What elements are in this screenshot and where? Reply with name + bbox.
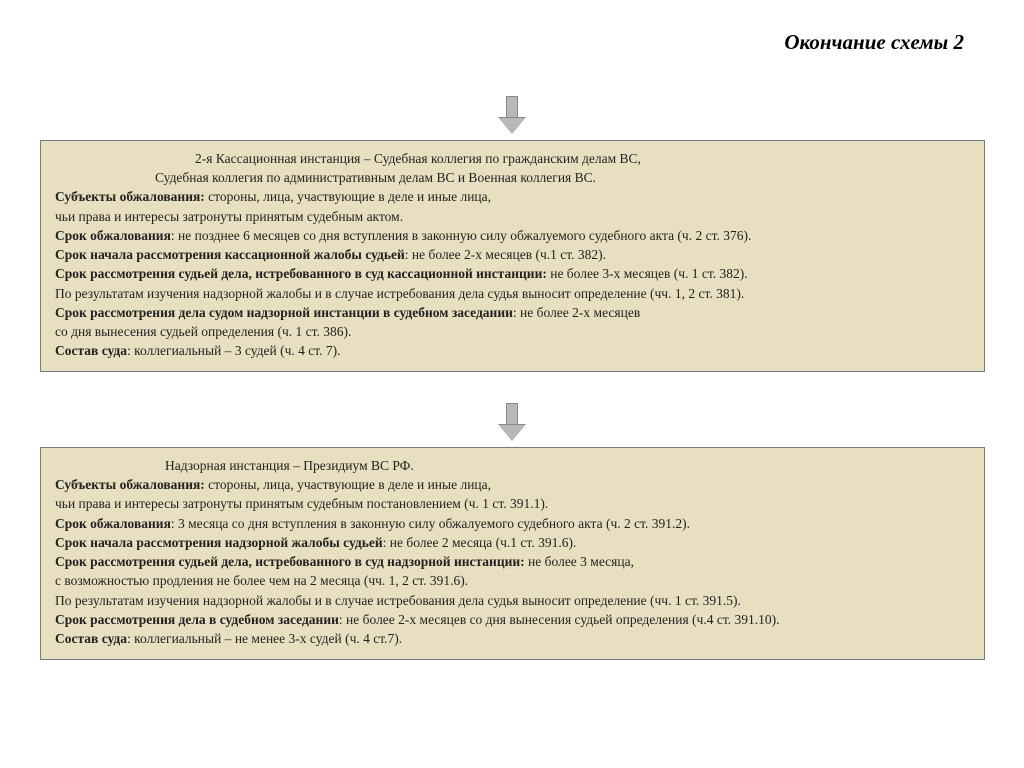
box1-line8: со дня вынесения судьей определения (ч. … (55, 323, 970, 341)
box1-l9-rest: : коллегиальный – 3 судей (ч. 4 ст. 7). (127, 343, 341, 358)
box1-header-line1: 2-я Кассационная инстанция – Судебная ко… (55, 150, 970, 168)
box1-line1: Субъекты обжалования: стороны, лица, уча… (55, 188, 970, 206)
flow-arrow-1 (499, 96, 525, 134)
arrow-shaft (506, 96, 518, 118)
box2-line1: Субъекты обжалования: стороны, лица, уча… (55, 476, 970, 494)
box2-l4-bold: Срок начала рассмотрения надзорной жалоб… (55, 535, 383, 550)
box1-header1-prefix: 2-я Кассационная инстанция (195, 151, 360, 166)
box2-l8-rest: : не более 2-х месяцев со дня вынесения … (339, 612, 780, 627)
box1-l1-bold: Субъекты обжалования: (55, 189, 205, 204)
box2-header: Надзорная инстанция – Президиум ВС РФ. (55, 457, 970, 475)
box1-l4-rest: : не более 2-х месяцев (ч.1 ст. 382). (405, 247, 606, 262)
box2-line5: Срок рассмотрения судьей дела, истребова… (55, 553, 970, 571)
box1-l4-bold: Срок начала рассмотрения кассационной жа… (55, 247, 405, 262)
cassation-instance-box: 2-я Кассационная инстанция – Судебная ко… (40, 140, 985, 372)
box2-l3-bold: Срок обжалования (55, 516, 171, 531)
box1-line7: Срок рассмотрения дела судом надзорной и… (55, 304, 970, 322)
box2-header-prefix: Надзорная инстанция (165, 458, 290, 473)
box1-l3-bold: Срок обжалования (55, 228, 171, 243)
box1-line5: Срок рассмотрения судьей дела, истребова… (55, 265, 970, 283)
box2-l4-rest: : не более 2 месяца (ч.1 ст. 391.6). (383, 535, 577, 550)
box2-line7: По результатам изучения надзорной жалобы… (55, 592, 970, 610)
box1-line6: По результатам изучения надзорной жалобы… (55, 285, 970, 303)
box1-l5-rest: не более 3-х месяцев (ч. 1 ст. 382). (547, 266, 748, 281)
box2-line6: с возможностью продления не более чем на… (55, 572, 970, 590)
arrow-head (499, 425, 525, 441)
box2-l5-bold: Срок рассмотрения судьей дела, истребова… (55, 554, 525, 569)
box1-l7-bold: Срок рассмотрения дела судом надзорной и… (55, 305, 513, 320)
flow-arrow-2 (499, 403, 525, 441)
box2-l9-bold: Состав суда (55, 631, 127, 646)
box2-l8-bold: Срок рассмотрения дела в судебном заседа… (55, 612, 339, 627)
box2-line9: Состав суда: коллегиальный – не менее 3-… (55, 630, 970, 648)
box2-line3: Срок обжалования: 3 месяца со дня вступл… (55, 515, 970, 533)
arrow-head (499, 118, 525, 134)
box1-line4: Срок начала рассмотрения кассационной жа… (55, 246, 970, 264)
box1-line9: Состав суда: коллегиальный – 3 судей (ч.… (55, 342, 970, 360)
box1-l9-bold: Состав суда (55, 343, 127, 358)
box2-l1-bold: Субъекты обжалования: (55, 477, 205, 492)
box2-l1-rest: стороны, лица, участвующие в деле и иные… (205, 477, 491, 492)
box2-line8: Срок рассмотрения дела в судебном заседа… (55, 611, 970, 629)
box2-header-rest: – Президиум ВС РФ. (290, 458, 414, 473)
box2-l3-rest: : 3 месяца со дня вступления в законную … (171, 516, 690, 531)
page-title: Окончание схемы 2 (784, 30, 964, 55)
box1-l5-bold: Срок рассмотрения судьей дела, истребова… (55, 266, 547, 281)
box2-line2: чьи права и интересы затронуты принятым … (55, 495, 970, 513)
box1-header1-rest: – Судебная коллегия по гражданским делам… (360, 151, 640, 166)
arrow-shaft (506, 403, 518, 425)
supervisory-instance-box: Надзорная инстанция – Президиум ВС РФ. С… (40, 447, 985, 660)
box1-l7-rest: : не более 2-х месяцев (513, 305, 640, 320)
box1-header-line2: Судебная коллегия по административным де… (55, 169, 970, 187)
box1-line2: чьи права и интересы затронуты принятым … (55, 208, 970, 226)
box1-line3: Срок обжалования: не позднее 6 месяцев с… (55, 227, 970, 245)
box2-l5-rest: не более 3 месяца, (525, 554, 634, 569)
box2-line4: Срок начала рассмотрения надзорной жалоб… (55, 534, 970, 552)
box1-l1-rest: стороны, лица, участвующие в деле и иные… (205, 189, 491, 204)
box2-l9-rest: : коллегиальный – не менее 3-х судей (ч.… (127, 631, 402, 646)
box1-l3-rest: : не позднее 6 месяцев со дня вступления… (171, 228, 751, 243)
